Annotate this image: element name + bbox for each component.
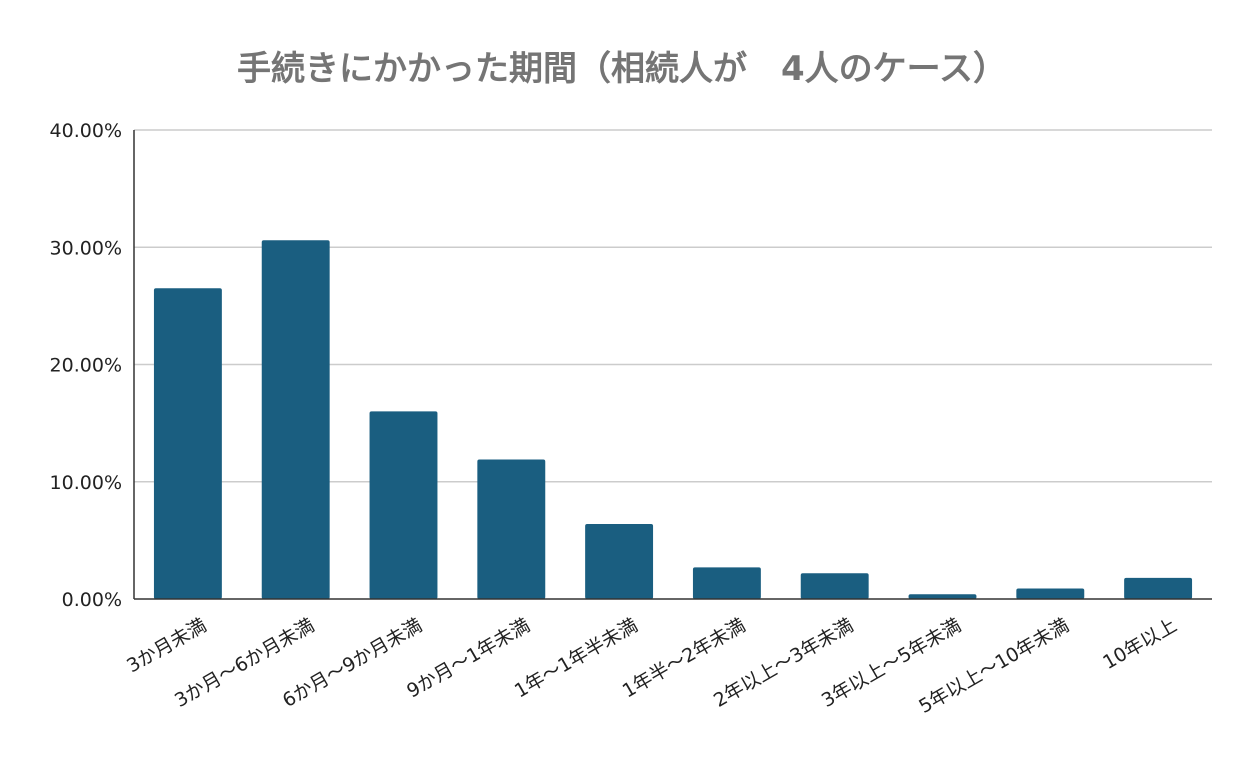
bar	[261, 240, 330, 599]
y-tick-label: 30.00%	[50, 237, 122, 259]
bars	[153, 240, 1193, 599]
bar	[477, 459, 546, 599]
x-tick-label: 10年以上	[1099, 614, 1180, 674]
y-axis-ticks: 0.00% 10.00% 20.00% 30.00% 40.00%	[50, 120, 122, 611]
bar	[1124, 577, 1193, 599]
x-axis-ticks: 3か月未満3か月〜6か月未満6か月〜9か月未満9か月〜1年未満1年〜1年半未満1…	[123, 614, 1180, 718]
x-tick-label: 3か月未満	[123, 614, 210, 677]
bar	[908, 594, 977, 599]
y-tick-label: 0.00%	[62, 589, 122, 611]
bar	[153, 288, 222, 599]
bar	[692, 567, 761, 599]
bar	[585, 523, 654, 599]
bar	[800, 573, 869, 599]
y-tick-label: 40.00%	[50, 120, 122, 142]
bar	[1016, 588, 1085, 599]
y-tick-label: 10.00%	[50, 472, 122, 494]
bar	[369, 411, 438, 599]
y-tick-label: 20.00%	[50, 355, 122, 377]
axes	[133, 130, 1212, 600]
chart-title: 手続きにかかった期間（相続人が 4人のケース）	[237, 49, 1007, 89]
